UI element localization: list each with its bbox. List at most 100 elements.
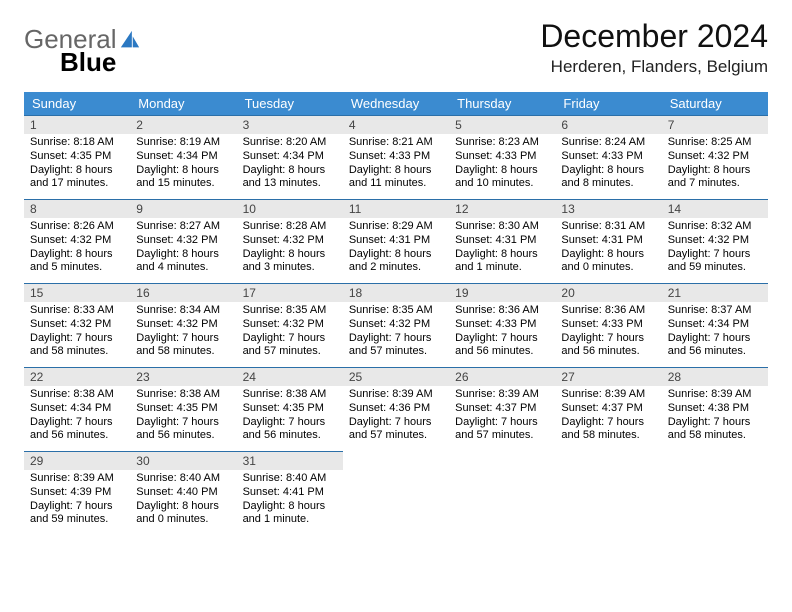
day-number: 31 [237, 452, 343, 470]
sunset-text: Sunset: 4:40 PM [136, 486, 230, 500]
calendar-cell: 13Sunrise: 8:31 AMSunset: 4:31 PMDayligh… [555, 199, 661, 283]
calendar-grid: Sunday Monday Tuesday Wednesday Thursday… [24, 92, 768, 535]
day-number: 16 [130, 284, 236, 302]
calendar-cell: 17 Sunrise: 8:35 AMSunset: 4:32 PMDayligh… [237, 283, 343, 367]
daylight-text: Daylight: 7 hours and 59 minutes. [30, 500, 124, 528]
day-number: 19 [449, 284, 555, 302]
sunrise-text: Sunrise: 8:33 AM [30, 304, 124, 318]
daylight-text: Daylight: 7 hours and 57 minutes. [243, 332, 337, 360]
day-number: 13 [555, 200, 661, 218]
calendar-cell: 26Sunrise: 8:39 AMSunset: 4:37 PMDayligh… [449, 367, 555, 451]
dayhead-tuesday: Tuesday [237, 92, 343, 115]
sunset-text: Sunset: 4:34 PM [30, 402, 124, 416]
daylight-text: Daylight: 8 hours and 0 minutes. [561, 248, 655, 276]
calendar-cell: 30Sunrise: 8:40 AMSunset: 4:40 PMDayligh… [130, 451, 236, 535]
sunset-text: Sunset: 4:37 PM [561, 402, 655, 416]
sunset-text: Sunset: 4:32 PM [349, 318, 443, 332]
daylight-text: Daylight: 8 hours and 2 minutes. [349, 248, 443, 276]
sunset-text: Sunset: 4:33 PM [561, 318, 655, 332]
daylight-text: Daylight: 8 hours and 0 minutes. [136, 500, 230, 528]
calendar-cell: 9Sunrise: 8:27 AMSunset: 4:32 PMDaylight… [130, 199, 236, 283]
daylight-text: Daylight: 8 hours and 8 minutes. [561, 164, 655, 192]
sunrise-text: Sunrise: 8:19 AM [136, 136, 230, 150]
sunrise-text: Sunrise: 8:23 AM [455, 136, 549, 150]
day-number: 9 [130, 200, 236, 218]
sunrise-text: Sunrise: 8:35 AM [349, 304, 443, 318]
day-number: 28 [662, 368, 768, 386]
calendar-cell: 10Sunrise: 8:28 AMSunset: 4:32 PMDayligh… [237, 199, 343, 283]
day-number: 11 [343, 200, 449, 218]
sunrise-text: Sunrise: 8:36 AM [561, 304, 655, 318]
calendar-cell: 15Sunrise: 8:33 AMSunset: 4:32 PMDayligh… [24, 283, 130, 367]
day-number: 2 [130, 116, 236, 134]
sunrise-text: Sunrise: 8:25 AM [668, 136, 762, 150]
day-number: 1 [24, 116, 130, 134]
daylight-text: Daylight: 7 hours and 58 minutes. [561, 416, 655, 444]
sunset-text: Sunset: 4:35 PM [136, 402, 230, 416]
sunset-text: Sunset: 4:33 PM [561, 150, 655, 164]
daylight-text: Daylight: 8 hours and 3 minutes. [243, 248, 337, 276]
sunrise-text: Sunrise: 8:32 AM [668, 220, 762, 234]
calendar-cell: 20Sunrise: 8:36 AMSunset: 4:33 PMDayligh… [555, 283, 661, 367]
daylight-text: Daylight: 7 hours and 59 minutes. [668, 248, 762, 276]
day-number: 21 [662, 284, 768, 302]
day-number: 22 [24, 368, 130, 386]
sunset-text: Sunset: 4:32 PM [30, 234, 124, 248]
calendar-cell: 6Sunrise: 8:24 AMSunset: 4:33 PMDaylight… [555, 115, 661, 199]
calendar-cell: 27Sunrise: 8:39 AMSunset: 4:37 PMDayligh… [555, 367, 661, 451]
daylight-text: Daylight: 8 hours and 13 minutes. [243, 164, 337, 192]
sunset-text: Sunset: 4:31 PM [455, 234, 549, 248]
day-number: 10 [237, 200, 343, 218]
day-number: 17 [237, 284, 343, 302]
sunrise-text: Sunrise: 8:29 AM [349, 220, 443, 234]
sunset-text: Sunset: 4:34 PM [668, 318, 762, 332]
sunrise-text: Sunrise: 8:27 AM [136, 220, 230, 234]
day-number: 20 [555, 284, 661, 302]
day-number: 24 [237, 368, 343, 386]
sunrise-text: Sunrise: 8:39 AM [561, 388, 655, 402]
day-number: 5 [449, 116, 555, 134]
sunset-text: Sunset: 4:33 PM [455, 318, 549, 332]
sunrise-text: Sunrise: 8:21 AM [349, 136, 443, 150]
sunrise-text: Sunrise: 8:39 AM [30, 472, 124, 486]
daylight-text: Daylight: 7 hours and 56 minutes. [30, 416, 124, 444]
day-number: 26 [449, 368, 555, 386]
sunset-text: Sunset: 4:39 PM [30, 486, 124, 500]
calendar-cell: 19Sunrise: 8:36 AMSunset: 4:33 PMDayligh… [449, 283, 555, 367]
sunrise-text: Sunrise: 8:38 AM [243, 388, 337, 402]
sunrise-text: Sunrise: 8:36 AM [455, 304, 549, 318]
calendar-cell: 22Sunrise: 8:38 AMSunset: 4:34 PMDayligh… [24, 367, 130, 451]
calendar-cell: 14Sunrise: 8:32 AMSunset: 4:32 PMDayligh… [662, 199, 768, 283]
sunrise-text: Sunrise: 8:35 AM [243, 304, 337, 318]
month-title: December 2024 [540, 18, 768, 55]
sunset-text: Sunset: 4:41 PM [243, 486, 337, 500]
day-number: 8 [24, 200, 130, 218]
calendar-cell: 31Sunrise: 8:40 AMSunset: 4:41 PMDayligh… [237, 451, 343, 535]
sunset-text: Sunset: 4:32 PM [668, 234, 762, 248]
calendar-cell: 23Sunrise: 8:38 AMSunset: 4:35 PMDayligh… [130, 367, 236, 451]
sunrise-text: Sunrise: 8:37 AM [668, 304, 762, 318]
day-number: 4 [343, 116, 449, 134]
day-number: 6 [555, 116, 661, 134]
day-number: 29 [24, 452, 130, 470]
daylight-text: Daylight: 8 hours and 10 minutes. [455, 164, 549, 192]
sunrise-text: Sunrise: 8:39 AM [668, 388, 762, 402]
sunrise-text: Sunrise: 8:26 AM [30, 220, 124, 234]
calendar-cell: 7Sunrise: 8:25 AMSunset: 4:32 PMDaylight… [662, 115, 768, 199]
sunrise-text: Sunrise: 8:20 AM [243, 136, 337, 150]
sunset-text: Sunset: 4:32 PM [243, 318, 337, 332]
dayhead-saturday: Saturday [662, 92, 768, 115]
calendar-cell: 4Sunrise: 8:21 AMSunset: 4:33 PMDaylight… [343, 115, 449, 199]
daylight-text: Daylight: 8 hours and 4 minutes. [136, 248, 230, 276]
sunset-text: Sunset: 4:35 PM [243, 402, 337, 416]
calendar-cell: 25Sunrise: 8:39 AMSunset: 4:36 PMDayligh… [343, 367, 449, 451]
day-number: 25 [343, 368, 449, 386]
sunset-text: Sunset: 4:33 PM [349, 150, 443, 164]
sunset-text: Sunset: 4:38 PM [668, 402, 762, 416]
sunrise-text: Sunrise: 8:31 AM [561, 220, 655, 234]
day-number: 15 [24, 284, 130, 302]
sunset-text: Sunset: 4:32 PM [243, 234, 337, 248]
dayhead-monday: Monday [130, 92, 236, 115]
dayhead-sunday: Sunday [24, 92, 130, 115]
sunset-text: Sunset: 4:34 PM [136, 150, 230, 164]
